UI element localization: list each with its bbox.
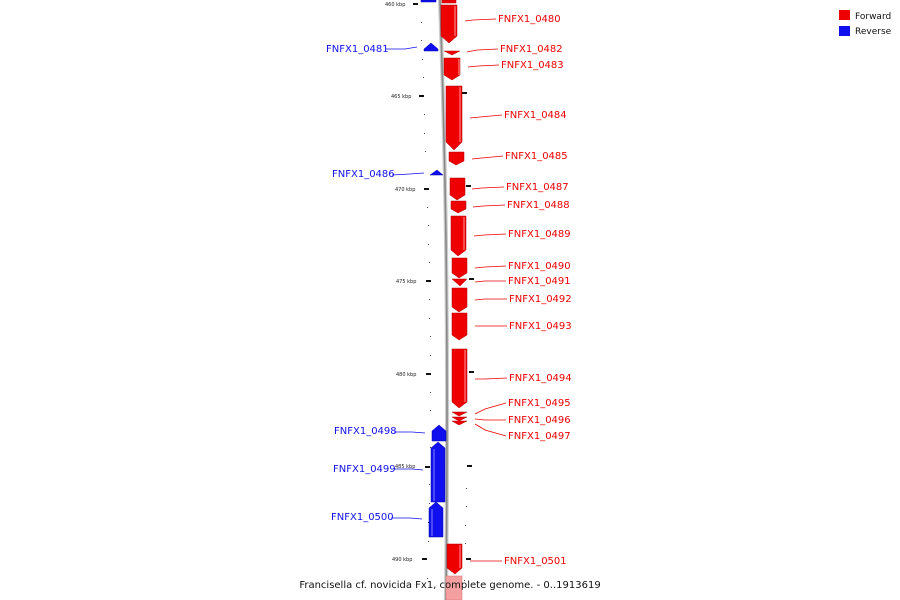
gene-label[interactable]: FNFX1_0488 — [507, 200, 570, 211]
tick-label: 475 kbp — [396, 279, 416, 285]
legend-label-reverse: Reverse — [855, 27, 892, 37]
gene-fnfx1-0496[interactable] — [451, 416, 468, 422]
gene-label[interactable]: FNFX1_0490 — [508, 261, 571, 272]
genome-caption: Francisella cf. novicida Fx1, complete g… — [299, 580, 600, 591]
gene-fnfx1-0486[interactable] — [429, 169, 444, 176]
gene-label[interactable]: FNFX1_0499 — [333, 464, 396, 475]
gene-fnfx1-0484[interactable] — [445, 85, 463, 151]
gene-fnfx1-0489[interactable] — [450, 215, 467, 257]
gene-label[interactable]: FNFX1_0500 — [331, 512, 394, 523]
gene-label[interactable]: FNFX1_0501 — [504, 556, 567, 567]
gene-fnfx1-0480[interactable] — [440, 4, 458, 44]
gene-fnfx1-0494[interactable] — [451, 348, 468, 409]
tick-label: 485 kbp — [395, 464, 415, 470]
legend: Forward Reverse — [839, 10, 892, 37]
gene-fnfx1-0497[interactable] — [451, 420, 468, 426]
reverse-gene-labels: FNFX1_0481 FNFX1_0486 FNFX1_0498 FNFX1_0… — [326, 44, 397, 523]
gene-label[interactable]: FNFX1_0483 — [501, 60, 564, 71]
gene-label[interactable]: FNFX1_0489 — [508, 229, 571, 240]
gene-fnfx1-0490[interactable] — [451, 257, 468, 279]
gene-label[interactable]: FNFX1_0481 — [326, 44, 389, 55]
tick-labels: 460 kbp 465 kbp 470 kbp 475 kbp 480 kbp … — [385, 2, 416, 563]
minor-ticks — [421, 22, 467, 581]
gene-label[interactable]: FNFX1_0482 — [500, 44, 563, 55]
gene-partial-top[interactable] — [441, 0, 457, 4]
genome-backbone — [438, 0, 450, 600]
forward-gene-labels: FNFX1_0480 FNFX1_0482 FNFX1_0483 FNFX1_0… — [498, 14, 572, 567]
gene-label[interactable]: FNFX1_0497 — [508, 431, 571, 442]
gene-label[interactable]: FNFX1_0480 — [498, 14, 561, 25]
major-ticks — [413, 3, 431, 560]
gene-fnfx1-0501[interactable] — [446, 543, 463, 575]
gene-label[interactable]: FNFX1_0494 — [509, 373, 572, 384]
tick-label: 470 kbp — [395, 187, 415, 193]
gene-label[interactable]: FNFX1_0484 — [504, 110, 567, 121]
gene-label[interactable]: FNFX1_0491 — [508, 276, 571, 287]
forward-genes — [440, 0, 468, 600]
gene-partial-bottom[interactable] — [445, 575, 463, 600]
legend-label-forward: Forward — [855, 12, 891, 22]
gene-label[interactable]: FNFX1_0492 — [509, 294, 572, 305]
tick-label: 465 kbp — [391, 94, 411, 100]
gene-label[interactable]: FNFX1_0496 — [508, 415, 571, 426]
forward-leader-lines — [464, 18, 508, 562]
gene-fnfx1-0492[interactable] — [451, 287, 468, 313]
gene-label[interactable]: FNFX1_0487 — [506, 182, 569, 193]
gene-partial-top-blue[interactable] — [420, 0, 437, 3]
tick-label: 490 kbp — [392, 557, 412, 563]
gene-fnfx1-0482[interactable] — [443, 50, 461, 56]
reverse-leader-lines — [386, 46, 426, 520]
legend-swatch-reverse — [839, 26, 850, 36]
legend-swatch-forward — [839, 10, 850, 20]
gene-label[interactable]: FNFX1_0495 — [508, 398, 571, 409]
gene-fnfx1-0491[interactable] — [451, 278, 468, 287]
gene-fnfx1-0498[interactable] — [431, 424, 447, 442]
forward-gene-highlights — [454, 6, 466, 568]
gene-label[interactable]: FNFX1_0485 — [505, 151, 568, 162]
gene-label[interactable]: FNFX1_0493 — [509, 321, 572, 332]
gene-fnfx1-0488[interactable] — [450, 200, 467, 214]
gene-label[interactable]: FNFX1_0486 — [332, 169, 395, 180]
gene-fnfx1-0481[interactable] — [423, 42, 439, 52]
gene-fnfx1-0493[interactable] — [451, 312, 468, 341]
gene-fnfx1-0483[interactable] — [443, 57, 461, 81]
gene-fnfx1-0487[interactable] — [449, 177, 466, 201]
gene-fnfx1-0485[interactable] — [448, 151, 465, 166]
gene-fnfx1-0495[interactable] — [451, 411, 468, 417]
gene-label[interactable]: FNFX1_0498 — [334, 426, 397, 437]
tick-label: 460 kbp — [385, 2, 405, 8]
tick-label: 480 kbp — [396, 372, 416, 378]
major-ticks-right — [462, 92, 474, 560]
reverse-gene-highlights — [431, 449, 435, 536]
